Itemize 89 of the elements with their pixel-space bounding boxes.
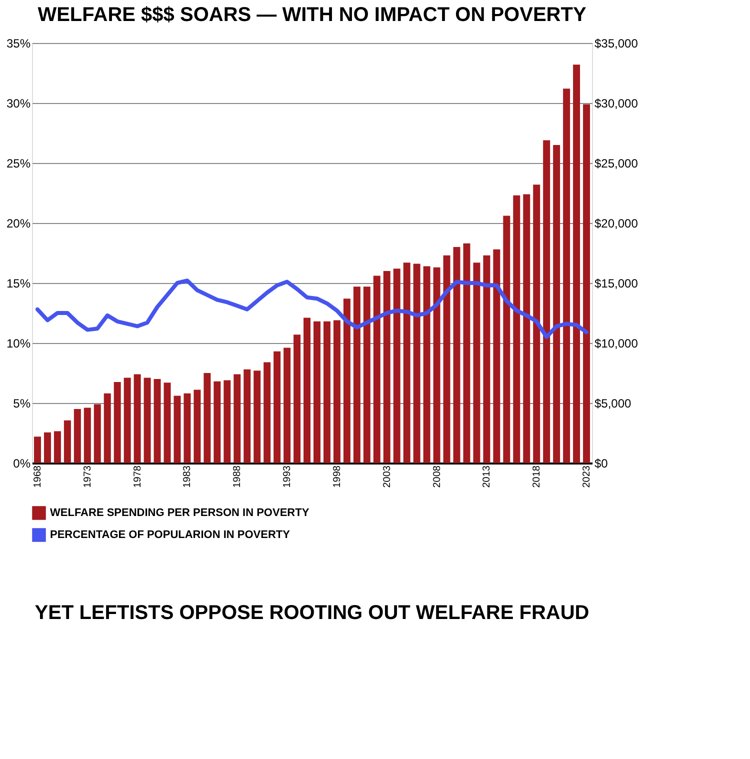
bar <box>483 255 490 463</box>
chart-title: WELFARE $$$ SOARS — WITH NO IMPACT ON POVERTY <box>38 4 587 26</box>
bar <box>513 195 520 463</box>
bar <box>184 393 191 463</box>
bar <box>254 370 261 463</box>
bar <box>134 374 141 463</box>
bar <box>573 64 580 463</box>
y2-tick-label: $25,000 <box>594 156 638 170</box>
x-tick-label: 1988 <box>232 465 244 488</box>
bar <box>313 321 320 463</box>
bar <box>523 194 530 463</box>
bar <box>543 140 550 463</box>
bar <box>284 348 291 463</box>
bar <box>94 404 101 463</box>
bar <box>493 249 500 463</box>
x-tick-label: 1998 <box>332 465 343 488</box>
y-tick-label: 0% <box>13 456 31 470</box>
bar <box>154 379 161 463</box>
bar <box>533 184 540 463</box>
bar <box>34 436 41 463</box>
bar <box>553 145 560 463</box>
x-tick-label: 1978 <box>132 465 144 488</box>
bar <box>204 373 211 463</box>
bar <box>563 88 570 463</box>
bar <box>104 393 111 463</box>
bar <box>224 380 231 463</box>
bar <box>84 408 91 463</box>
bar <box>413 264 420 463</box>
y-tick-label: 35% <box>6 36 31 50</box>
bar <box>353 286 360 463</box>
bar <box>164 382 171 463</box>
y2-tick-label: $35,000 <box>594 36 638 50</box>
bar <box>373 276 380 463</box>
y2-tick-label: $5,000 <box>594 396 632 410</box>
bar <box>114 382 121 463</box>
bar <box>363 286 370 463</box>
x-tick-label: 1983 <box>182 465 194 488</box>
legend-label: PERCENTAGE OF POPULARION IN POVERTY <box>50 529 291 541</box>
y2-tick-label: $20,000 <box>594 216 638 230</box>
bar <box>64 420 71 463</box>
y-tick-label: 15% <box>6 276 31 290</box>
x-tick-label: 2018 <box>532 465 543 488</box>
y2-tick-label: $10,000 <box>594 336 638 350</box>
bar <box>383 271 390 463</box>
bar <box>44 432 51 463</box>
y-tick-label: 10% <box>6 336 31 350</box>
bar <box>583 104 590 463</box>
x-tick-label: 2008 <box>432 465 443 488</box>
bar <box>294 334 301 463</box>
bar <box>74 409 81 463</box>
y2-tick-label: $15,000 <box>594 276 638 290</box>
legend-label: WELFARE SPENDING PER PERSON IN POVERTY <box>50 507 310 519</box>
y2-tick-label: $0 <box>594 456 608 470</box>
bar <box>433 267 440 463</box>
bar <box>503 216 510 463</box>
bar <box>423 266 430 463</box>
bar <box>144 378 151 463</box>
bar <box>463 243 470 463</box>
bar <box>443 255 450 463</box>
x-tick-label: 1973 <box>82 465 94 488</box>
x-tick-label: 2003 <box>382 465 393 488</box>
bar <box>194 390 201 463</box>
bar <box>244 369 251 463</box>
text: YET LEFTISTS OPPOSE ROOTING OUT WELFARE FRAUD <box>34 602 590 624</box>
y-tick-label: 25% <box>6 156 31 170</box>
y-tick-label: 20% <box>6 216 31 230</box>
bar <box>214 381 221 463</box>
bar <box>403 262 410 463</box>
bar <box>264 362 271 463</box>
bar <box>174 396 181 463</box>
bar <box>473 262 480 463</box>
line-series <box>35 278 589 339</box>
bar <box>393 268 400 463</box>
bar <box>234 374 241 463</box>
y-tick-label: 30% <box>6 96 31 110</box>
y2-tick-label: $30,000 <box>594 96 638 110</box>
bar <box>333 320 340 463</box>
x-tick-label: 2023 <box>582 465 593 488</box>
bar <box>304 318 311 463</box>
bar <box>343 298 350 463</box>
bar <box>124 378 131 463</box>
bar <box>323 321 330 463</box>
x-tick-label: 1993 <box>282 465 294 488</box>
bar <box>453 247 460 463</box>
x-tick-label: 1968 <box>32 465 44 488</box>
bar <box>54 431 61 463</box>
y-tick-label: 5% <box>13 396 31 410</box>
bar <box>274 351 281 463</box>
x-tick-label: 2013 <box>482 465 493 488</box>
